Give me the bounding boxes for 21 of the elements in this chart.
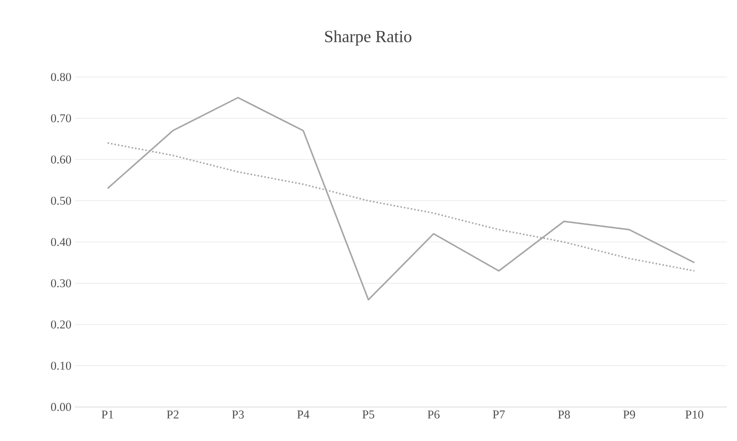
y-tick-label: 0.30 (51, 279, 72, 288)
y-tick-label: 0.20 (51, 320, 72, 329)
y-tick-label: 0.60 (51, 155, 72, 164)
x-tick-label: P7 (492, 410, 505, 418)
x-tick-label: P6 (428, 410, 440, 419)
x-tick-label: P3 (232, 410, 244, 419)
x-tick-label: P10 (685, 410, 704, 419)
y-tick-label: 0.80 (51, 72, 72, 82)
y-tick-label: 0.00 (51, 402, 72, 412)
x-tick-label: P9 (623, 410, 636, 419)
x-tick-label: P8 (558, 410, 570, 419)
x-tick-label: P2 (166, 410, 178, 418)
x-tick-label: P4 (297, 410, 310, 418)
y-tick-label: 0.10 (51, 362, 72, 370)
x-tick-label: P5 (362, 410, 374, 418)
y-tick-label: 0.70 (51, 114, 72, 122)
x-tick-label: P1 (102, 410, 114, 418)
line-series (106, 96, 696, 300)
chart-title: Sharpe Ratio (325, 30, 412, 46)
y-tick-label: 0.50 (51, 196, 72, 205)
y-tick-label: 0.40 (51, 238, 72, 246)
